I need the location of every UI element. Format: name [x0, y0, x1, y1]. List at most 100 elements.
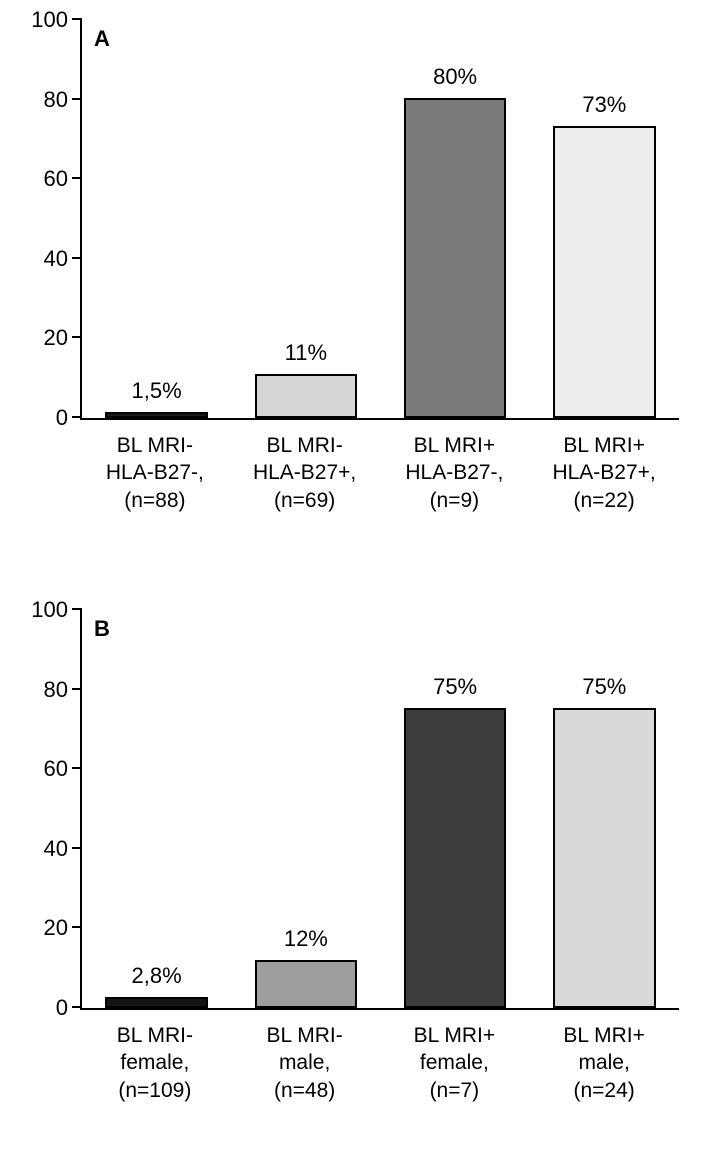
ytick-mark	[72, 608, 82, 610]
bar-wrap: 12%	[240, 960, 371, 1008]
ytick-mark	[72, 1006, 82, 1008]
bar-wrap: 75%	[539, 708, 670, 1008]
ytick-mark	[72, 177, 82, 179]
plot-area-a: A 0 20 40 60 80 100 1,5% 11%	[80, 20, 679, 420]
xlabel-line: male,	[538, 1049, 670, 1076]
ytick-mark	[72, 257, 82, 259]
ytick-label: 40	[44, 836, 68, 861]
bar-value-label: 1,5%	[132, 378, 182, 404]
xlabel-line: (n=88)	[89, 487, 221, 514]
bar-wrap: 11%	[240, 374, 371, 418]
ytick-40: 40	[44, 246, 82, 272]
xlabel-line: BL MRI-	[89, 1022, 221, 1049]
xlabels-b: BL MRI- female, (n=109) BL MRI- male, (n…	[80, 1022, 679, 1104]
chart-a: A 0 20 40 60 80 100 1,5% 11%	[0, 0, 709, 565]
xlabel-line: (n=24)	[538, 1077, 670, 1104]
bar	[255, 374, 357, 418]
xlabel-line: female,	[89, 1049, 221, 1076]
ytick-80: 80	[44, 677, 82, 703]
ytick-label: 80	[44, 87, 68, 112]
ytick-label: 100	[31, 7, 68, 32]
xlabel-line: female,	[388, 1049, 520, 1076]
ytick-mark	[72, 688, 82, 690]
xlabel-line: BL MRI-	[89, 432, 221, 459]
xlabel-line: (n=48)	[239, 1077, 371, 1104]
bar-value-label: 80%	[433, 64, 477, 90]
ytick-mark	[72, 767, 82, 769]
bar	[105, 412, 207, 418]
ytick-0: 0	[56, 405, 82, 431]
bar-wrap: 75%	[389, 708, 520, 1008]
ytick-label: 100	[31, 597, 68, 622]
bar	[404, 708, 506, 1008]
ytick-label: 60	[44, 756, 68, 781]
plot-area-b: B 0 20 40 60 80 100 2,8% 12%	[80, 610, 679, 1010]
xlabel-line: BL MRI+	[388, 432, 520, 459]
xlabel-line: (n=9)	[388, 487, 520, 514]
xlabel-line: BL MRI+	[388, 1022, 520, 1049]
bar-wrap: 2,8%	[91, 997, 222, 1008]
xlabels-a: BL MRI- HLA-B27-, (n=88) BL MRI- HLA-B27…	[80, 432, 679, 514]
bar	[105, 997, 207, 1008]
ytick-label: 0	[56, 405, 68, 430]
bar-wrap: 73%	[539, 126, 670, 418]
xlabel: BL MRI- female, (n=109)	[89, 1022, 221, 1104]
ytick-20: 20	[44, 915, 82, 941]
ytick-label: 40	[44, 246, 68, 271]
xlabel: BL MRI+ female, (n=7)	[388, 1022, 520, 1104]
xlabel-line: (n=7)	[388, 1077, 520, 1104]
ytick-60: 60	[44, 166, 82, 192]
bar-value-label: 75%	[433, 674, 477, 700]
ytick-label: 20	[44, 915, 68, 940]
bars-b: 2,8% 12% 75% 75%	[82, 610, 679, 1008]
xlabel-line: HLA-B27+,	[538, 459, 670, 486]
ytick-40: 40	[44, 836, 82, 862]
bar-value-label: 75%	[582, 674, 626, 700]
xlabel-line: HLA-B27+,	[239, 459, 371, 486]
bar	[404, 98, 506, 418]
ytick-mark	[72, 847, 82, 849]
xlabel-line: BL MRI-	[239, 432, 371, 459]
figure-page: A 0 20 40 60 80 100 1,5% 11%	[0, 0, 709, 1155]
xlabel-line: (n=22)	[538, 487, 670, 514]
ytick-60: 60	[44, 756, 82, 782]
bar	[553, 708, 655, 1008]
bar-value-label: 11%	[285, 340, 327, 366]
xlabel-line: HLA-B27-,	[388, 459, 520, 486]
xlabel-line: HLA-B27-,	[89, 459, 221, 486]
bar-value-label: 2,8%	[132, 963, 182, 989]
ytick-label: 60	[44, 166, 68, 191]
xlabel: BL MRI+ HLA-B27+, (n=22)	[538, 432, 670, 514]
ytick-80: 80	[44, 87, 82, 113]
chart-b: B 0 20 40 60 80 100 2,8% 12%	[0, 565, 709, 1155]
xlabel: BL MRI- male, (n=48)	[239, 1022, 371, 1104]
bar	[255, 960, 357, 1008]
xlabel: BL MRI- HLA-B27+, (n=69)	[239, 432, 371, 514]
bar-wrap: 80%	[389, 98, 520, 418]
bar-value-label: 12%	[284, 926, 328, 952]
bar-value-label: 73%	[582, 92, 626, 118]
ytick-label: 80	[44, 677, 68, 702]
bar	[553, 126, 655, 418]
xlabel-line: male,	[239, 1049, 371, 1076]
ytick-mark	[72, 926, 82, 928]
ytick-label: 20	[44, 325, 68, 350]
xlabel-line: BL MRI+	[538, 432, 670, 459]
xlabel: BL MRI+ HLA-B27-, (n=9)	[388, 432, 520, 514]
xlabel-line: (n=109)	[89, 1077, 221, 1104]
ytick-20: 20	[44, 325, 82, 351]
ytick-100: 100	[31, 7, 82, 33]
ytick-mark	[72, 18, 82, 20]
ytick-0: 0	[56, 995, 82, 1021]
xlabel: BL MRI- HLA-B27-, (n=88)	[89, 432, 221, 514]
bars-a: 1,5% 11% 80% 73%	[82, 20, 679, 418]
ytick-100: 100	[31, 597, 82, 623]
xlabel-line: (n=69)	[239, 487, 371, 514]
ytick-mark	[72, 336, 82, 338]
ytick-mark	[72, 416, 82, 418]
ytick-mark	[72, 98, 82, 100]
xlabel-line: BL MRI+	[538, 1022, 670, 1049]
bar-wrap: 1,5%	[91, 412, 222, 418]
xlabel-line: BL MRI-	[239, 1022, 371, 1049]
ytick-label: 0	[56, 995, 68, 1020]
